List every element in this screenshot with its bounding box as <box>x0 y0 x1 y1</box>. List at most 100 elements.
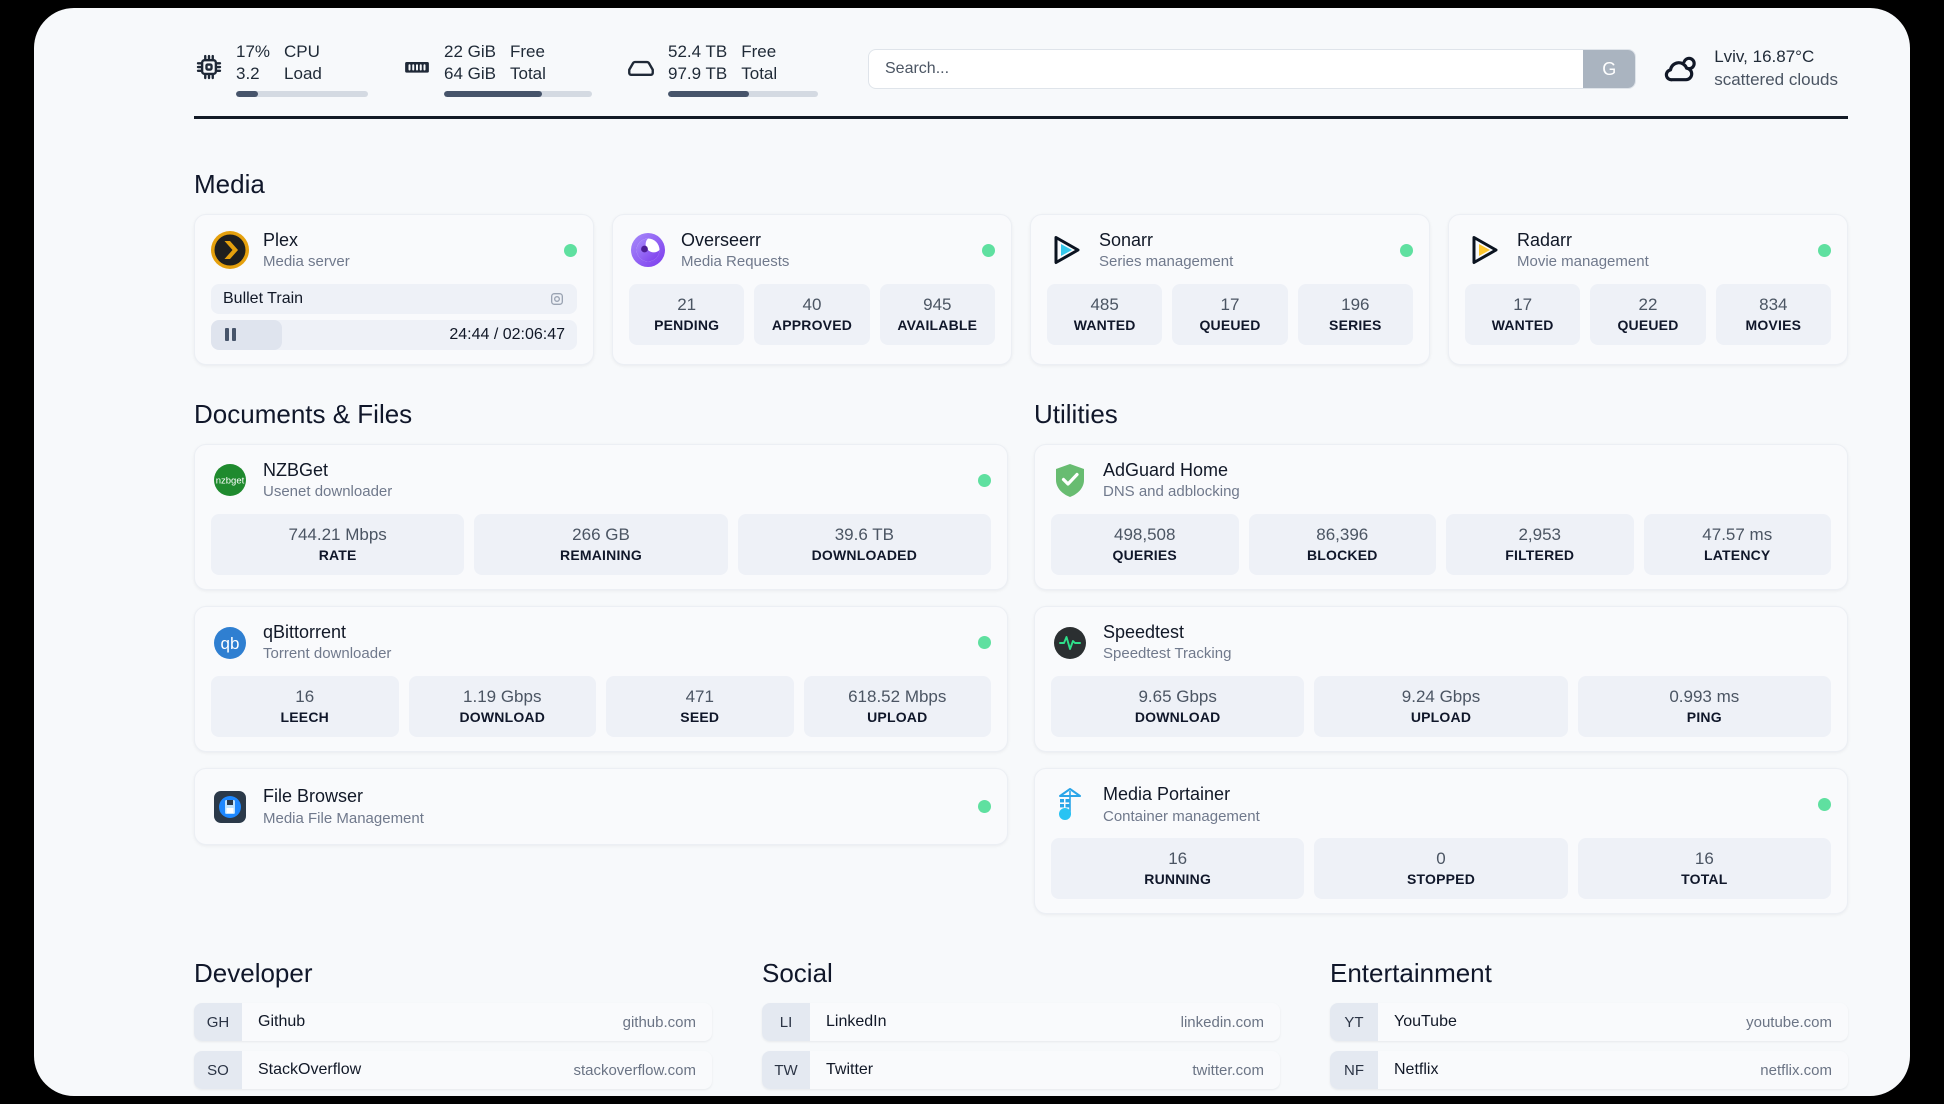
stat-value: 16 <box>1694 849 1714 869</box>
settings-icon[interactable] <box>549 291 565 307</box>
weather-condition: scattered clouds <box>1714 70 1838 89</box>
bookmark-item-netflix[interactable]: NF Netflix netflix.com <box>1330 1051 1848 1090</box>
service-card-adguard-home[interactable]: AdGuard Home DNS and adblocking 498,508 … <box>1034 443 1848 591</box>
service-card-plex[interactable]: Plex Media server Bullet Train <box>194 214 594 365</box>
stat-label: APPROVED <box>771 316 853 333</box>
media-section-title: Media <box>194 169 265 199</box>
stat-label: RATE <box>318 546 357 563</box>
adguard-icon <box>1051 461 1089 499</box>
stat-label: AVAILABLE <box>897 316 978 333</box>
stat-value: 618.52 Mbps <box>848 686 947 706</box>
stat-label: LEECH <box>280 709 329 726</box>
bookmark-item-youtube[interactable]: YT YouTube youtube.com <box>1330 1003 1848 1042</box>
service-subtitle: Media server <box>263 253 350 271</box>
stat-tile: 47.57 ms LATENCY <box>1643 513 1831 576</box>
disk-usage-bar <box>668 91 818 98</box>
stat-value: 16 <box>1168 849 1188 869</box>
service-card-radarr[interactable]: Radarr Movie management 17 WANTED 22 QUE… <box>1448 214 1848 365</box>
stat-value: 1.19 Gbps <box>463 686 542 706</box>
service-subtitle: Series management <box>1099 253 1234 271</box>
plex-now-playing: Bullet Train <box>211 283 577 314</box>
stat-value: 39.6 TB <box>834 524 894 544</box>
stat-label: UPLOAD <box>1410 709 1472 726</box>
stat-tile: 86,396 BLOCKED <box>1248 513 1436 576</box>
service-card-overseerr[interactable]: Overseerr Media Requests 21 PENDING 40 A… <box>612 214 1012 365</box>
bookmark-name: LinkedIn <box>826 1013 887 1031</box>
service-name: Sonarr <box>1099 230 1154 250</box>
bookmark-badge: TW <box>762 1051 810 1090</box>
status-indicator <box>1818 243 1831 257</box>
cpu-value-top: 17% <box>236 41 271 61</box>
stat-value: 471 <box>685 686 714 706</box>
service-subtitle: Movie management <box>1517 253 1649 271</box>
bookmark-item-github[interactable]: GH Github github.com <box>194 1003 712 1042</box>
stat-value: 834 <box>1759 294 1788 314</box>
status-indicator <box>982 243 995 257</box>
stat-label: QUEUED <box>1617 316 1679 333</box>
bookmark-item-twitter[interactable]: TW Twitter twitter.com <box>762 1051 1280 1090</box>
bookmark-item-stackoverflow[interactable]: SO StackOverflow stackoverflow.com <box>194 1051 712 1090</box>
service-subtitle: Speedtest Tracking <box>1103 645 1232 663</box>
disk-label-bottom: Total <box>741 63 778 83</box>
service-name: Plex <box>263 230 299 250</box>
bookmark-group-developer: Developer GH Github github.com SO StackO… <box>194 958 712 1096</box>
service-card-speedtest[interactable]: Speedtest Speedtest Tracking 9.65 Gbps D… <box>1034 606 1848 753</box>
search-submit-button[interactable]: G <box>1583 50 1636 88</box>
service-card-file-browser[interactable]: File Browser Media File Management <box>194 768 1008 846</box>
cloud-icon <box>1660 49 1700 89</box>
stat-tile: 21 PENDING <box>629 283 745 346</box>
stat-tile: 22 QUEUED <box>1590 283 1706 346</box>
service-name: qBittorrent <box>263 622 347 643</box>
utilities-section-title: Utilities <box>1034 398 1118 429</box>
plex-progress-fill <box>211 319 283 350</box>
stat-label: FILTERED <box>1505 546 1575 563</box>
plex-progress-bar[interactable]: 24:44 / 02:06:47 <box>211 319 577 350</box>
stat-tile: 744.21 Mbps RATE <box>211 513 465 576</box>
stat-tile: 16 RUNNING <box>1051 838 1305 900</box>
search-area: G <box>868 49 1637 89</box>
service-card-sonarr[interactable]: Sonarr Series management 485 WANTED 17 Q… <box>1030 214 1430 365</box>
weather-location-temp: Lviv, 16.87°C <box>1714 47 1815 67</box>
radarr-icon <box>1465 231 1503 269</box>
pause-icon[interactable] <box>225 328 236 342</box>
disk-label-top: Free <box>741 41 777 61</box>
stat-tile: 834 MOVIES <box>1715 283 1831 346</box>
bookmark-name: Github <box>258 1013 306 1031</box>
stat-label: QUERIES <box>1112 546 1177 563</box>
stat-label: PING <box>1686 709 1722 726</box>
disk-icon <box>626 52 656 82</box>
memory-value-bottom: 64 GiB <box>444 63 496 83</box>
stat-tile: 618.52 Mbps UPLOAD <box>803 675 991 738</box>
stat-label: RUNNING <box>1144 871 1212 888</box>
search-box[interactable]: G <box>868 49 1637 89</box>
portainer-icon <box>1051 786 1089 824</box>
stat-tile: 471 SEED <box>606 675 794 738</box>
bookmark-group-title: Social <box>762 958 833 989</box>
bookmark-group-title: Developer <box>194 958 313 989</box>
service-subtitle: Media Requests <box>681 253 790 271</box>
service-card-nzbget[interactable]: nzbget NZBGet Usenet downloader 74 <box>194 443 1008 591</box>
stat-tile: 16 TOTAL <box>1577 838 1831 900</box>
service-name: NZBGet <box>263 459 329 480</box>
stat-tile: 39.6 TB DOWNLOADED <box>737 513 991 576</box>
stat-tile: 17 WANTED <box>1465 283 1581 346</box>
service-card-media-portainer[interactable]: Media Portainer Container management 16 … <box>1034 768 1848 915</box>
svg-text:nzbget: nzbget <box>216 476 245 487</box>
stat-label: WANTED <box>1491 316 1554 333</box>
overseerr-icon <box>629 231 667 269</box>
search-input[interactable] <box>869 50 1584 88</box>
stat-value: 945 <box>923 294 952 314</box>
documents-section-title-wrap: Documents & Files <box>194 399 1008 444</box>
stat-label: DOWNLOADED <box>811 546 918 563</box>
stat-tile: 266 GB REMAINING <box>474 513 728 576</box>
service-card-qbittorrent[interactable]: qb qBittorrent Torrent downloader <box>194 606 1008 753</box>
memory-label-top: Free <box>509 41 545 61</box>
bookmark-item-linkedin[interactable]: LI LinkedIn linkedin.com <box>762 1003 1280 1042</box>
service-name: Speedtest <box>1103 622 1185 643</box>
stat-tile: 0.993 ms PING <box>1577 675 1831 738</box>
stat-label: SEED <box>680 709 720 726</box>
disk-value-top: 52.4 TB <box>668 41 728 61</box>
stat-label: UPLOAD <box>867 709 928 726</box>
service-name: AdGuard Home <box>1103 459 1229 480</box>
service-name: Media Portainer <box>1103 784 1231 805</box>
